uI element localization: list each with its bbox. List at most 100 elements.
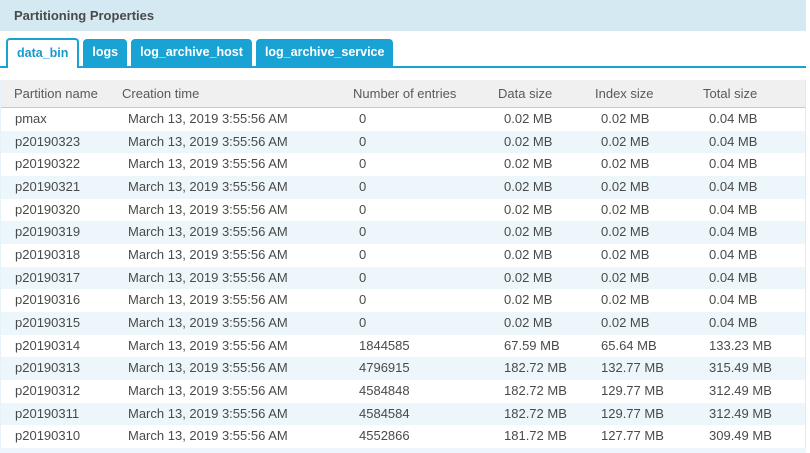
table-row: p20190313 March 13, 2019 3:55:56 AM 479691… <box>1 357 805 381</box>
table-cell: 0.04 MB <box>709 111 758 126</box>
table-cell: 4552866 <box>359 428 410 444</box>
table-cell: 127.77 MB <box>601 428 664 444</box>
table-cell: 0.02 MB <box>504 156 553 172</box>
tab-log-archive-service[interactable]: log_archive_service <box>255 39 394 66</box>
table-cell: p20190317 <box>1 266 114 290</box>
table-cell: 0.02 MB <box>587 130 695 154</box>
table-cell: 0.04 MB <box>695 221 805 245</box>
table-row: p20190322 March 13, 2019 3:55:56 AM 0 0.02 … <box>1 153 805 176</box>
table-cell: 132.77 MB <box>587 357 695 381</box>
table-cell: 0 <box>345 266 490 290</box>
table-cell: March 13, 2019 3:55:56 AM <box>128 247 288 263</box>
table-cell: 4584584 <box>345 402 490 426</box>
column-header-number-of-entries: Number of entries <box>345 80 490 108</box>
table-cell: p20190322 <box>15 156 81 172</box>
table-cell: 315.49 MB <box>695 357 805 381</box>
table-cell: March 13, 2019 3:55:56 AM <box>114 221 345 245</box>
table-cell: 312.49 MB <box>709 383 772 399</box>
table-cell: p20190323 <box>1 130 114 154</box>
tab-data-bin[interactable]: data_bin <box>6 38 80 68</box>
table-cell: March 13, 2019 3:55:56 AM <box>114 402 345 426</box>
table-cell: p20190316 <box>15 292 81 308</box>
table-cell: March 13, 2019 3:55:56 AM <box>128 292 288 308</box>
table-cell: 0.02 MB <box>601 201 650 217</box>
table-cell: 133.23 MB <box>709 337 772 353</box>
page-title: Partitioning Properties <box>14 8 155 23</box>
table-cell: p20190312 <box>15 383 81 399</box>
table-cell: 1844585 <box>359 337 410 353</box>
column-header-index-size: Index size <box>587 80 695 108</box>
tab-logs[interactable]: logs <box>83 39 128 66</box>
partitions-table: Partition name Creation time Number of e… <box>1 80 805 448</box>
table-cell: 0.02 MB <box>504 111 553 126</box>
column-header-data-size: Data size <box>490 80 587 108</box>
table-cell: March 13, 2019 3:55:56 AM <box>114 130 345 154</box>
tab-log-archive-host[interactable]: log_archive_host <box>131 39 252 66</box>
table-cell: 0 <box>345 176 490 199</box>
table-cell: March 13, 2019 3:55:56 AM <box>128 383 288 399</box>
table-cell: 0.02 MB <box>490 221 587 245</box>
table-cell: 129.77 MB <box>587 402 695 426</box>
table-cell: 0.02 MB <box>490 312 587 335</box>
column-header-partition-name: Partition name <box>1 80 114 108</box>
table-row: p20190312 March 13, 2019 3:55:56 AM 458484… <box>1 380 805 403</box>
table-cell: March 13, 2019 3:55:56 AM <box>128 156 288 172</box>
table-cell: pmax <box>15 111 47 126</box>
tab-underline <box>0 66 806 68</box>
table-cell: 0 <box>359 156 367 172</box>
table-cell: 0.02 MB <box>504 247 553 263</box>
table-cell: 0 <box>359 247 367 263</box>
table-cell: 0 <box>359 201 367 217</box>
table-cell: 181.72 MB <box>504 428 567 444</box>
table-row: p20190318 March 13, 2019 3:55:56 AM 0 0.02 … <box>1 244 805 267</box>
table-cell: p20190318 <box>15 247 81 263</box>
table-cell: 0.02 MB <box>587 312 695 335</box>
table-cell: 0.04 MB <box>709 247 758 263</box>
table-row: p20190320 March 13, 2019 3:55:56 AM 0 0.02 … <box>1 199 805 222</box>
table-cell: March 13, 2019 3:55:56 AM <box>114 176 345 199</box>
table-cell: March 13, 2019 3:55:56 AM <box>128 337 288 353</box>
table-cell: 0 <box>359 292 367 308</box>
table-cell: 0.02 MB <box>587 176 695 199</box>
table-cell: March 13, 2019 3:55:56 AM <box>128 201 288 217</box>
table-header-row: Partition name Creation time Number of e… <box>1 80 805 108</box>
table-cell: 312.49 MB <box>695 402 805 426</box>
table-cell: 0.02 MB <box>601 292 650 308</box>
table-cell: p20190319 <box>1 221 114 245</box>
table-cell: 0.04 MB <box>695 312 805 335</box>
table-cell: 182.72 MB <box>490 402 587 426</box>
table-row: p20190321 March 13, 2019 3:55:56 AM 0 0.02 … <box>1 176 805 199</box>
table-row: pmax March 13, 2019 3:55:56 AM 0 0.02 MB 0.0… <box>1 108 805 131</box>
table-row-partial <box>0 448 806 453</box>
table-cell: p20190321 <box>1 176 114 199</box>
table-cell: 0 <box>345 221 490 245</box>
table-cell: 0.04 MB <box>695 266 805 290</box>
table-cell: p20190320 <box>15 201 81 217</box>
table-cell: 0.04 MB <box>709 156 758 172</box>
table-cell: p20190313 <box>1 357 114 381</box>
table-cell: 0.02 MB <box>490 176 587 199</box>
table-cell: 0.02 MB <box>504 292 553 308</box>
table-cell: March 13, 2019 3:55:56 AM <box>128 428 288 444</box>
table-cell: 65.64 MB <box>601 337 657 353</box>
table-row: p20190316 March 13, 2019 3:55:56 AM 0 0.02 … <box>1 289 805 312</box>
table-cell: 4796915 <box>345 357 490 381</box>
table-cell: 0.02 MB <box>490 130 587 154</box>
column-header-total-size: Total size <box>695 80 805 108</box>
table-cell: 0.02 MB <box>601 247 650 263</box>
table-cell: 0 <box>359 111 367 126</box>
panel-titlebar: Partitioning Properties <box>0 0 806 31</box>
table-body: pmax March 13, 2019 3:55:56 AM 0 0.02 MB 0.0… <box>1 108 805 449</box>
table-cell: 0.02 MB <box>587 266 695 290</box>
table-cell: 0.02 MB <box>601 111 650 126</box>
table-cell: 309.49 MB <box>709 428 772 444</box>
table-cell: p20190311 <box>1 402 114 426</box>
table-cell: 182.72 MB <box>504 383 567 399</box>
table-cell: 0.02 MB <box>587 221 695 245</box>
table-cell: 0 <box>345 130 490 154</box>
table-cell: 0.04 MB <box>695 130 805 154</box>
table-cell: p20190315 <box>1 312 114 335</box>
table-cell: 67.59 MB <box>504 337 560 353</box>
table-cell: March 13, 2019 3:55:56 AM <box>114 312 345 335</box>
